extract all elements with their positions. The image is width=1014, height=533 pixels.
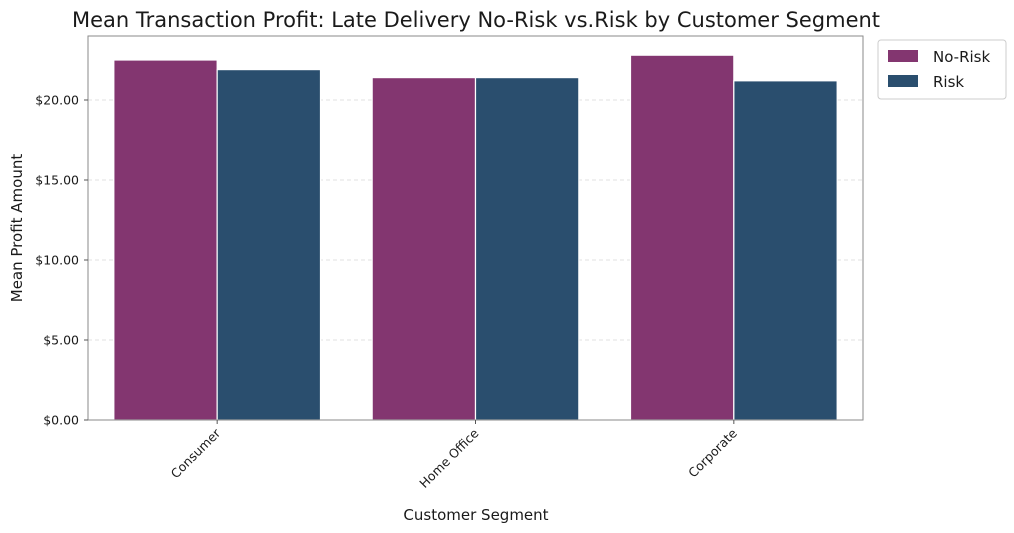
y-tick-label: $20.00 xyxy=(35,93,79,108)
bar-no-risk-corporate xyxy=(629,54,735,421)
y-tick-label: $15.00 xyxy=(35,173,79,188)
y-axis-label: Mean Profit Amount xyxy=(8,154,26,303)
y-tick-label: $0.00 xyxy=(43,413,79,428)
x-axis-label: Customer Segment xyxy=(403,506,548,524)
y-tick-label: $10.00 xyxy=(35,253,79,268)
x-tick-label: Home Office xyxy=(416,425,482,491)
legend-label: Risk xyxy=(933,73,964,91)
y-tick-label: $5.00 xyxy=(43,333,79,348)
legend-swatch xyxy=(888,75,918,87)
x-tick-label: Corporate xyxy=(685,425,740,480)
chart-title: Mean Transaction Profit: Late Delivery N… xyxy=(72,8,880,32)
x-axis-ticks: Consumer Home Office Corporate xyxy=(168,420,740,491)
x-tick-label: Consumer xyxy=(168,425,224,481)
bar-risk-corporate xyxy=(733,80,838,421)
legend: No-Risk Risk xyxy=(877,39,1007,100)
bars xyxy=(113,54,838,421)
y-axis-ticks: $0.00 $5.00 $10.00 $15.00 $20.00 xyxy=(35,93,88,428)
legend-label: No-Risk xyxy=(933,48,990,66)
bar-risk-home-office xyxy=(474,76,580,421)
legend-swatch xyxy=(888,50,918,62)
bar-no-risk-consumer xyxy=(113,59,218,421)
bar-no-risk-home-office xyxy=(371,76,477,421)
bar-risk-consumer xyxy=(216,68,322,421)
